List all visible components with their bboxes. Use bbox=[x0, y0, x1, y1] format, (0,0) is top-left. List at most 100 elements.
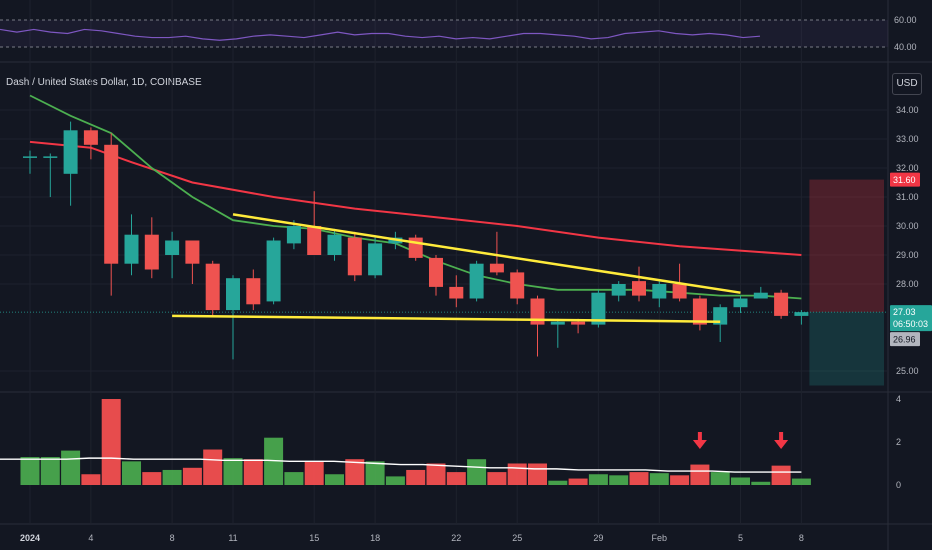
volume-moving-average-line bbox=[0, 457, 802, 473]
candle-body bbox=[144, 234, 159, 270]
axes: 60.00 40.00 4 2 0 34.00 33.00 32.00 31.00 30.00 29… bbox=[20, 15, 932, 543]
volume-bar bbox=[40, 457, 60, 485]
stop-price-tag bbox=[890, 332, 920, 347]
candle-body bbox=[23, 156, 37, 158]
volume-bar bbox=[243, 459, 263, 485]
time-tick-label: 15 bbox=[309, 533, 319, 543]
time-tick-label: 2024 bbox=[20, 533, 40, 543]
price-tick-label: 28.00 bbox=[896, 279, 919, 289]
candle-body bbox=[165, 240, 180, 255]
volume-bar bbox=[325, 474, 344, 485]
currency-button[interactable]: USD bbox=[892, 73, 922, 95]
time-tick-label: 11 bbox=[228, 533, 237, 543]
candle-body bbox=[104, 144, 119, 264]
down-arrow-icon bbox=[774, 432, 789, 449]
candle-body bbox=[713, 307, 728, 325]
volume-bar bbox=[588, 474, 608, 485]
volume-bar bbox=[142, 472, 162, 485]
candle-body bbox=[794, 312, 809, 316]
candle-body bbox=[672, 284, 687, 299]
volume-bar bbox=[791, 478, 811, 485]
price-tick-label: 34.00 bbox=[896, 105, 919, 115]
candle-body bbox=[286, 226, 301, 244]
volume-bar bbox=[61, 450, 81, 485]
symbol-title: Dash / United States Dollar, 1D, COINBAS… bbox=[6, 77, 202, 88]
trendlines bbox=[172, 213, 741, 323]
volume-bar bbox=[385, 476, 405, 485]
volume-bar bbox=[20, 457, 40, 485]
volume-tick-label: 4 bbox=[896, 394, 901, 404]
trendline bbox=[232, 213, 741, 294]
volume-bar bbox=[609, 475, 629, 485]
rsi-tick-label: 60.00 bbox=[894, 15, 917, 25]
volume-bar bbox=[731, 477, 750, 485]
volume-bar bbox=[182, 467, 202, 485]
rsi-tick-label: 40.00 bbox=[894, 42, 917, 52]
time-tick-label: 18 bbox=[370, 533, 380, 543]
candle-body bbox=[652, 284, 667, 299]
candle-body bbox=[510, 272, 525, 299]
volume-tick-label: 0 bbox=[896, 480, 901, 490]
rsi-band bbox=[0, 20, 888, 47]
candle-body bbox=[266, 240, 281, 302]
candle-body bbox=[429, 257, 443, 287]
candle-body bbox=[611, 284, 626, 296]
volume-bar bbox=[284, 472, 304, 485]
last-price-label: 27.03 bbox=[893, 307, 916, 317]
price-tick-label: 29.00 bbox=[896, 250, 919, 260]
candle-body bbox=[347, 237, 362, 276]
target-price-tag bbox=[890, 172, 920, 187]
candle-body bbox=[368, 243, 383, 276]
candle-body bbox=[63, 130, 78, 174]
volume-bar bbox=[446, 472, 466, 485]
candle-body bbox=[774, 292, 789, 316]
volume-bar bbox=[467, 459, 487, 485]
volume-bar bbox=[670, 475, 690, 485]
candle-body bbox=[632, 281, 646, 296]
volume-bar bbox=[568, 478, 588, 485]
volume-bar bbox=[690, 464, 710, 485]
volume-bar bbox=[751, 481, 771, 485]
volume-bar bbox=[203, 449, 223, 485]
candle-body bbox=[246, 278, 261, 305]
candle-body bbox=[43, 156, 58, 158]
candle-body bbox=[692, 298, 707, 325]
candle-body bbox=[469, 263, 484, 299]
candle-body bbox=[530, 298, 545, 325]
time-tick-label: 4 bbox=[88, 533, 93, 543]
volume-bar bbox=[406, 469, 426, 485]
candle-body bbox=[83, 130, 98, 145]
stop-zone bbox=[809, 312, 884, 386]
volume-bar bbox=[649, 473, 669, 485]
price-tick-label: 32.00 bbox=[896, 163, 919, 173]
time-tick-label: 25 bbox=[512, 533, 522, 543]
volume-bar bbox=[507, 463, 527, 485]
time-tick-label: 8 bbox=[170, 533, 175, 543]
time-tick-label: 22 bbox=[451, 533, 461, 543]
candle-body bbox=[550, 321, 565, 325]
countdown-label: 06:50:03 bbox=[893, 319, 928, 329]
candle-body bbox=[733, 298, 748, 308]
down-arrow-icon bbox=[692, 432, 707, 449]
volume-bar bbox=[365, 461, 385, 485]
volume-bar bbox=[304, 461, 324, 485]
last-price-tag bbox=[890, 305, 932, 332]
volume-bar bbox=[264, 437, 284, 485]
volume-bar bbox=[771, 465, 791, 485]
time-tick-label: Feb bbox=[652, 533, 668, 543]
candle-body bbox=[571, 321, 586, 325]
time-tick-label: 8 bbox=[799, 533, 804, 543]
rsi-line bbox=[0, 28, 761, 41]
volume-bar bbox=[81, 474, 101, 485]
price-tick-label: 30.00 bbox=[896, 221, 919, 231]
volume-bar bbox=[528, 463, 547, 485]
volume-bar bbox=[548, 480, 568, 485]
candles bbox=[23, 121, 809, 360]
candle-body bbox=[449, 286, 464, 299]
volume-bar bbox=[162, 469, 182, 485]
candle-body bbox=[185, 240, 200, 264]
volume-bar bbox=[629, 472, 649, 485]
trendline bbox=[172, 314, 721, 323]
candle-body bbox=[307, 226, 322, 255]
